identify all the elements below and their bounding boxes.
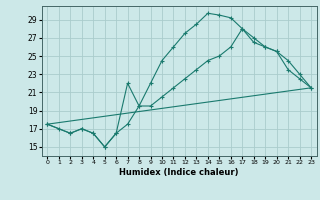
X-axis label: Humidex (Indice chaleur): Humidex (Indice chaleur) [119,168,239,177]
